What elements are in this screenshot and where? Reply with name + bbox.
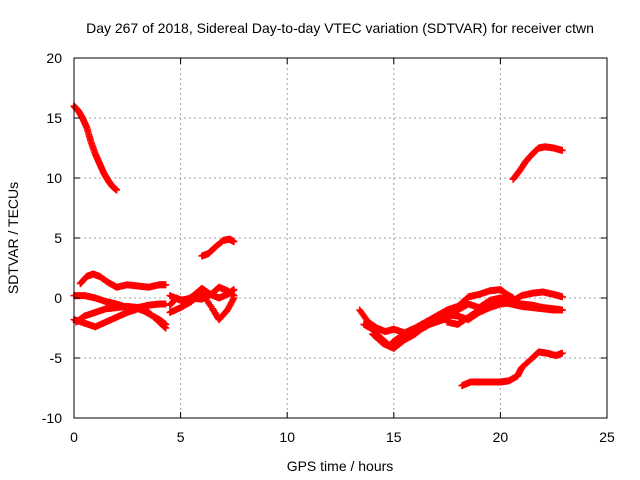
data-point (558, 293, 566, 301)
series-arc-14 (458, 348, 566, 390)
series-arc-13 (443, 298, 566, 328)
series-arc-1 (70, 102, 121, 194)
y-tick-label: 15 (46, 110, 62, 126)
series-arc-2 (76, 270, 170, 291)
data-point (230, 238, 238, 246)
series-arc-8 (166, 283, 238, 304)
data-point (558, 146, 566, 154)
x-tick-label: 10 (279, 429, 295, 445)
grid-lines (74, 58, 607, 418)
x-tick-label: 0 (70, 429, 78, 445)
y-tick-label: 10 (46, 170, 62, 186)
y-axis-label: SDTVAR / TECUs (5, 182, 21, 294)
x-tick-label: 5 (177, 429, 185, 445)
series-arc-15 (509, 143, 566, 183)
data-point (230, 292, 238, 300)
y-tick-label: 5 (54, 230, 62, 246)
y-tick-label: -5 (50, 350, 63, 366)
y-tick-label: 20 (46, 50, 62, 66)
chart-title: Day 267 of 2018, Sidereal Day-to-day VTE… (86, 20, 594, 36)
x-tick-label: 20 (493, 429, 509, 445)
x-tick-label: 15 (386, 429, 402, 445)
series-arc-9 (198, 235, 238, 260)
y-tick-label: 0 (54, 290, 62, 306)
data-points (70, 102, 566, 390)
data-point (162, 320, 170, 328)
x-tick-label: 25 (599, 429, 615, 445)
data-point (558, 306, 566, 314)
data-point (162, 281, 170, 289)
x-axis-label: GPS time / hours (287, 458, 394, 474)
axis-ticks: 0 5 10 15 20 25 -10 -5 0 5 10 15 20 (42, 50, 615, 445)
series-arc-5 (72, 302, 170, 328)
data-point (558, 349, 566, 357)
series-arc-10 (356, 286, 517, 337)
y-tick-label: -10 (42, 410, 62, 426)
data-point (113, 186, 121, 194)
